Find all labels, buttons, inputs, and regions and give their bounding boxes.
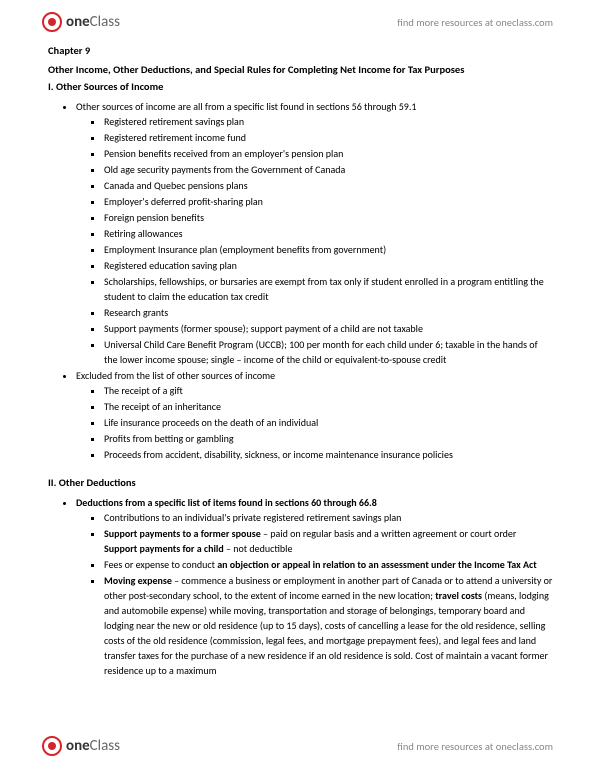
section1-excluded-items: The receipt of a gift The receipt of an … xyxy=(76,383,553,462)
travel-costs-label: travel costs xyxy=(435,589,482,602)
brand-part1-footer: one xyxy=(66,737,90,755)
list-item: Research grants xyxy=(104,305,553,320)
brand-logo-icon xyxy=(42,12,62,32)
list-item: Contributions to an individual's private… xyxy=(104,510,553,525)
objection-pre: Fees or expense to conduct xyxy=(104,558,217,571)
list-item: Canada and Quebec pensions plans xyxy=(104,178,553,193)
list-item: Support payments (former spouse); suppor… xyxy=(104,321,553,336)
list-item: The receipt of an inheritance xyxy=(104,399,553,414)
section1-head: I. Other Sources of Income xyxy=(48,80,553,93)
list-item: Retiring allowances xyxy=(104,226,553,241)
list-item: Registered retirement income fund xyxy=(104,130,553,145)
section1-intro-text: Other sources of income are all from a s… xyxy=(76,100,416,113)
section1-excl-intro-text: Excluded from the list of other sources … xyxy=(76,369,275,382)
list-item: Employer's deferred profit-sharing plan xyxy=(104,194,553,209)
section1-list: Other sources of income are all from a s… xyxy=(48,99,553,462)
brand-name: oneClass xyxy=(66,13,120,31)
list-item: Life insurance proceeds on the death of … xyxy=(104,415,553,430)
chapter-label: Chapter 9 xyxy=(48,44,553,57)
support-former-spouse-rest: – paid on regular basis and a written ag… xyxy=(261,527,517,540)
moving-expense-rest: (means, lodging and automobile expense) … xyxy=(104,589,549,677)
list-item: Pension benefits received from an employ… xyxy=(104,146,553,161)
page-footer: oneClass find more resources at oneclass… xyxy=(0,728,595,764)
section1-items: Registered retirement savings plan Regis… xyxy=(76,114,553,367)
list-item: Proceeds from accident, disability, sick… xyxy=(104,447,553,462)
list-item: Universal Child Care Benefit Program (UC… xyxy=(104,337,553,367)
support-child-label: Support payments for a child xyxy=(104,542,224,555)
list-item: Employment Insurance plan (employment be… xyxy=(104,242,553,257)
list-item: Support payments to a former spouse – pa… xyxy=(104,526,553,556)
header-link[interactable]: find more resources at oneclass.com xyxy=(397,16,553,29)
brand-name-footer: oneClass xyxy=(66,737,120,755)
brand-part2-footer: Class xyxy=(90,737,120,755)
list-item: Old age security payments from the Gover… xyxy=(104,162,553,177)
list-item: Foreign pension benefits xyxy=(104,210,553,225)
moving-expense-label: Moving expense xyxy=(104,574,172,587)
list-item: Fees or expense to conduct an objection … xyxy=(104,557,553,572)
section1-intro: Other sources of income are all from a s… xyxy=(76,99,553,367)
section2-list: Deductions from a specific list of items… xyxy=(48,495,553,678)
list-item: Moving expense – commence a business or … xyxy=(104,573,553,678)
objection-bold: an objection or appeal in relation to an… xyxy=(217,558,537,571)
support-former-spouse-label: Support payments to a former spouse xyxy=(104,527,261,540)
brand-part2: Class xyxy=(90,13,120,31)
support-child-line: Support payments for a child – not deduc… xyxy=(104,541,553,556)
document-body: Chapter 9 Other Income, Other Deductions… xyxy=(48,44,553,680)
section2-intro-text: Deductions from a specific list of items… xyxy=(76,496,377,509)
list-item: Profits from betting or gambling xyxy=(104,431,553,446)
section1-excluded-intro: Excluded from the list of other sources … xyxy=(76,368,553,462)
brand-footer: oneClass xyxy=(42,736,120,756)
document-title: Other Income, Other Deductions, and Spec… xyxy=(48,63,553,76)
section2-items: Contributions to an individual's private… xyxy=(76,510,553,678)
section2-intro: Deductions from a specific list of items… xyxy=(76,495,553,678)
brand: oneClass xyxy=(42,12,120,32)
list-item: Scholarships, fellowships, or bursaries … xyxy=(104,274,553,304)
support-child-rest: – not deductible xyxy=(224,542,293,555)
brand-part1: one xyxy=(66,13,90,31)
brand-logo-icon xyxy=(42,736,62,756)
list-item: The receipt of a gift xyxy=(104,383,553,398)
section2-head: II. Other Deductions xyxy=(48,476,553,489)
footer-link[interactable]: find more resources at oneclass.com xyxy=(397,740,553,753)
list-item: Registered education saving plan xyxy=(104,258,553,273)
page-header: oneClass find more resources at oneclass… xyxy=(0,4,595,40)
list-item: Registered retirement savings plan xyxy=(104,114,553,129)
